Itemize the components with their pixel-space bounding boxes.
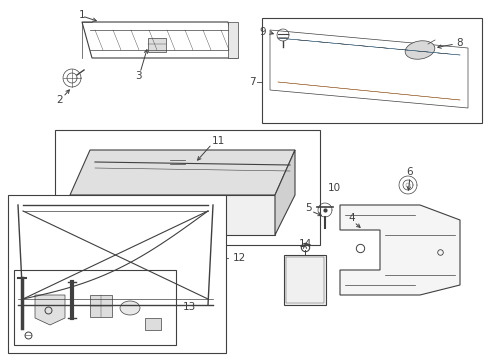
Bar <box>145 318 161 330</box>
Polygon shape <box>70 150 294 195</box>
Text: 4: 4 <box>348 213 355 223</box>
Polygon shape <box>82 22 238 58</box>
Text: 6: 6 <box>406 167 412 177</box>
Polygon shape <box>227 22 238 58</box>
Bar <box>55 130 319 245</box>
Text: 2: 2 <box>57 95 63 105</box>
Text: 13: 13 <box>183 302 196 312</box>
Bar <box>285 257 324 303</box>
Text: 10: 10 <box>327 183 341 193</box>
Polygon shape <box>269 30 467 108</box>
Polygon shape <box>274 150 294 235</box>
Bar <box>148 38 165 52</box>
Ellipse shape <box>120 301 140 315</box>
Ellipse shape <box>405 41 434 59</box>
Bar <box>8 195 225 353</box>
Text: 5: 5 <box>304 203 311 213</box>
Text: 1: 1 <box>79 10 85 20</box>
Text: 12: 12 <box>232 253 246 263</box>
Text: 7: 7 <box>248 77 255 87</box>
Bar <box>284 255 325 305</box>
Text: 11: 11 <box>212 136 225 146</box>
Text: 14: 14 <box>298 239 311 249</box>
Polygon shape <box>339 205 459 295</box>
Text: 9: 9 <box>259 27 266 37</box>
Bar <box>14 270 176 345</box>
Text: 8: 8 <box>455 38 462 48</box>
Text: 3: 3 <box>134 71 141 81</box>
Bar <box>90 295 112 317</box>
Bar <box>262 18 481 123</box>
Polygon shape <box>35 295 65 325</box>
Polygon shape <box>70 195 274 235</box>
